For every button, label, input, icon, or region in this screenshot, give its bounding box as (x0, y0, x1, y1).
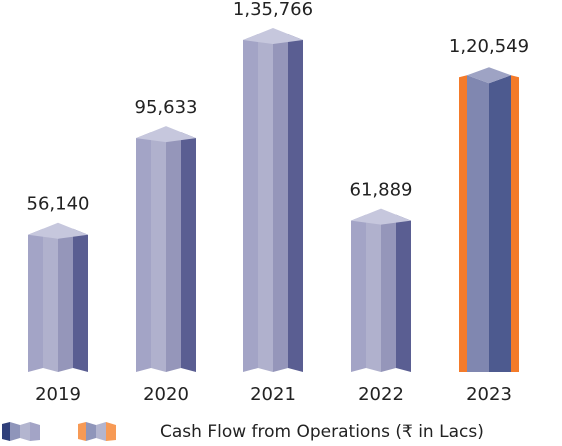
value-label: 1,35,766 (233, 0, 313, 20)
x-tick-label: 2020 (143, 384, 189, 405)
bar-face (258, 34, 273, 372)
bar (459, 67, 519, 372)
bar-face (58, 228, 73, 372)
x-tick-label: 2023 (466, 384, 512, 405)
bar-face (396, 214, 411, 372)
bar-face (136, 132, 151, 372)
bar-top (28, 222, 88, 239)
bar-face (166, 132, 181, 372)
value-label: 61,889 (350, 180, 413, 201)
bar (243, 28, 303, 372)
bar-top (136, 126, 196, 143)
bar-face (243, 34, 258, 372)
bar (28, 222, 88, 372)
value-label: 95,633 (135, 97, 198, 118)
x-tick-label: 2019 (35, 384, 81, 405)
bar-top (351, 208, 411, 225)
x-tick-label: 2021 (250, 384, 296, 405)
bar-face (467, 75, 489, 372)
bar-face (28, 228, 43, 372)
bar-face (381, 214, 396, 372)
bar-face (459, 75, 467, 372)
bar-face (73, 228, 88, 372)
bar (136, 126, 196, 372)
bar-top (243, 28, 303, 44)
bar-face (273, 34, 288, 372)
bar-face (43, 228, 58, 372)
x-tick-label: 2022 (358, 384, 404, 405)
bar-face (489, 75, 511, 372)
value-label: 56,140 (27, 194, 90, 215)
bar-face (511, 75, 519, 372)
bar-face (288, 34, 303, 372)
legend-icons (2, 422, 116, 441)
bar (351, 208, 411, 372)
bar-face (181, 132, 196, 372)
bar-face (351, 214, 366, 372)
value-label: 1,20,549 (449, 36, 529, 57)
bar-face (151, 132, 166, 372)
legend-label: Cash Flow from Operations (₹ in Lacs) (160, 422, 484, 442)
bar-top (467, 67, 511, 84)
bar-face (366, 214, 381, 372)
